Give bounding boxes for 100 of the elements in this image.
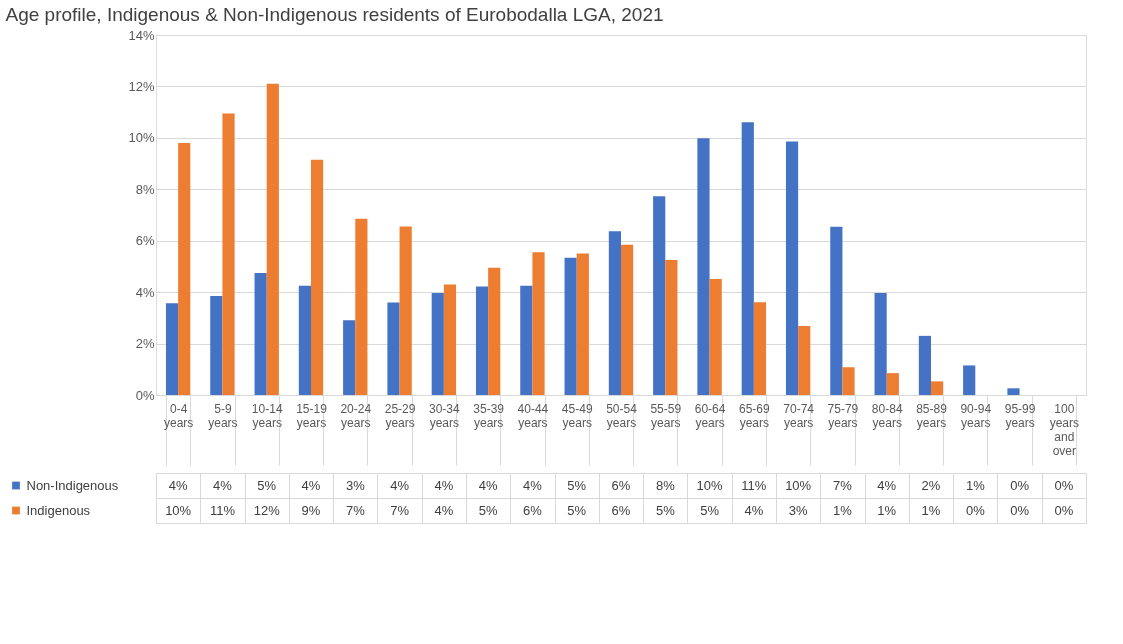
data-label: 12% [253, 502, 281, 518]
bar [399, 226, 412, 395]
data-label: 5% [567, 477, 587, 493]
x-tick-label: 80-84 years [871, 401, 903, 430]
chart-title: Age profile, Indigenous & Non-Indigenous residents of Eurobodalla LGA, 2021 [5, 3, 664, 25]
data-label: 7% [390, 502, 410, 518]
data-label: 0% [1054, 502, 1074, 518]
data-label: 9% [301, 502, 321, 518]
y-tick-label: 8% [135, 181, 155, 197]
x-tick-label: 40-44 years [517, 401, 549, 430]
bar [532, 252, 545, 395]
bar [785, 141, 799, 395]
bar [753, 302, 767, 395]
data-label: 1% [877, 502, 897, 518]
data-label: 6% [523, 502, 543, 518]
bar [1007, 388, 1020, 395]
bar [963, 365, 976, 395]
bar [520, 285, 533, 395]
data-label: 0% [1010, 477, 1030, 493]
y-tick-label: 2% [135, 336, 155, 352]
x-tick-label: 45-49 years [561, 401, 593, 430]
data-label: 6% [611, 502, 631, 518]
bar [798, 326, 811, 395]
data-label: 3% [788, 502, 808, 518]
bar [254, 273, 267, 395]
x-tick-label: 70-74 years [783, 401, 815, 430]
bar [355, 218, 368, 395]
data-label: 4% [213, 477, 233, 493]
bar [178, 143, 191, 395]
bar [343, 320, 356, 395]
data-label: 5% [257, 477, 277, 493]
data-label: 11% [209, 502, 236, 518]
bar [665, 260, 678, 395]
data-label: 5% [478, 502, 498, 518]
data-label: 1% [965, 477, 986, 493]
data-label: 4% [523, 477, 543, 493]
x-tick-label: 65-69 years [739, 401, 771, 430]
bar [488, 267, 501, 395]
bar [874, 292, 887, 395]
data-label: 4% [390, 477, 410, 493]
data-label: 7% [833, 477, 853, 493]
data-label: 4% [168, 477, 188, 493]
data-label: 10% [165, 502, 192, 518]
x-tick-label: 5-9 years [208, 401, 238, 430]
bar [298, 285, 311, 395]
data-label: 0% [1054, 477, 1074, 493]
legend-label: Indigenous [26, 503, 91, 518]
bar [918, 335, 931, 395]
x-tick-label: 85-89 years [916, 401, 948, 430]
data-label: 0% [965, 502, 986, 518]
data-label: 5% [700, 502, 720, 518]
bar [621, 244, 634, 395]
data-label: 1% [833, 502, 853, 518]
data-label: 4% [434, 502, 454, 518]
data-label: 6% [611, 477, 631, 493]
x-tick-label: 25-29 years [384, 401, 416, 430]
y-tick-label: 0% [135, 387, 155, 403]
x-tick-label: 60-64 years [694, 401, 726, 430]
x-tick-label: 75-79 years [827, 401, 859, 430]
bar [266, 83, 279, 395]
data-label: 3% [345, 477, 366, 493]
bar [842, 367, 855, 395]
y-tick-label: 10% [128, 130, 155, 146]
bar [886, 373, 899, 395]
x-tick-label: 95-99 years [1004, 401, 1036, 430]
bar [475, 286, 489, 395]
bar [931, 381, 944, 395]
bar [830, 226, 843, 395]
data-label: 0% [1010, 502, 1030, 518]
bar [443, 284, 457, 395]
data-label: 8% [655, 477, 676, 493]
x-tick-label: 50-54 years [606, 401, 638, 430]
data-label: 4% [478, 477, 498, 493]
y-tick-label: 12% [128, 78, 155, 94]
x-tick-label: 100 years and over [1049, 401, 1080, 458]
bar [576, 253, 589, 395]
y-tick-label: 6% [135, 233, 155, 249]
x-tick-label: 10-14 years [251, 401, 283, 430]
data-label: 4% [301, 477, 321, 493]
bar [653, 196, 666, 395]
bar [741, 122, 754, 395]
x-tick-label: 30-34 years [429, 401, 461, 430]
data-label: 10% [785, 477, 812, 493]
x-tick-label: 20-24 years [340, 401, 372, 430]
data-label: 2% [921, 477, 941, 493]
x-tick-label: 0-4 years [163, 401, 194, 430]
bar [697, 138, 710, 395]
data-label: 5% [655, 502, 676, 518]
bar [165, 303, 179, 395]
bar [608, 231, 621, 395]
data-label: 4% [434, 477, 454, 493]
data-label: 4% [877, 477, 897, 493]
y-tick-label: 4% [135, 284, 155, 300]
y-tick-label: 14% [128, 27, 155, 43]
bar [387, 302, 400, 395]
data-label: 1% [921, 502, 941, 518]
data-label: 4% [744, 502, 764, 518]
x-tick-label: 90-94 years [960, 401, 992, 430]
data-label: 10% [696, 477, 724, 493]
bar [222, 113, 235, 395]
